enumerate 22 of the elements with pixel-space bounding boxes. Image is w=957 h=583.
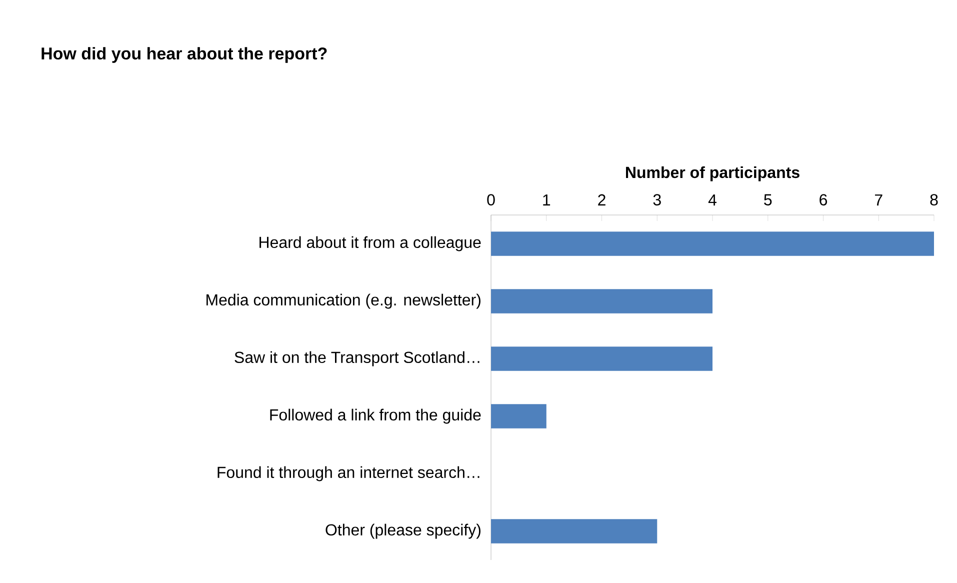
- y-tick-label: Saw it on the Transport Scotland…: [234, 351, 480, 366]
- y-tick-label: Found it through an internet search…: [218, 466, 480, 482]
- y-tick-label: Media communication (e.g. newsletter): [206, 294, 480, 309]
- x-tick-label: 3: [653, 194, 661, 206]
- x-tick-label: 6: [820, 194, 828, 206]
- x-tick-label: 4: [708, 194, 716, 206]
- x-tick-label: 8: [930, 194, 938, 206]
- bar: [491, 346, 713, 371]
- y-tick-label: Followed a link from the guide: [270, 408, 481, 424]
- x-tick-label: 7: [875, 194, 882, 206]
- x-tick-label: 0: [487, 194, 495, 206]
- x-axis-title: Number of participants: [626, 166, 800, 182]
- bar: [491, 404, 546, 428]
- text: How did you hear about the report?: [42, 47, 327, 63]
- bar: [491, 232, 934, 256]
- bar: [491, 289, 713, 314]
- x-tick-label: 1: [543, 194, 550, 206]
- y-tick-label: Other (please specify): [326, 524, 480, 539]
- x-tick-label: 5: [764, 194, 772, 206]
- y-tick-label: Heard about it from a colleague: [260, 236, 481, 252]
- x-tick-label: 2: [598, 194, 606, 206]
- bar: [491, 519, 658, 544]
